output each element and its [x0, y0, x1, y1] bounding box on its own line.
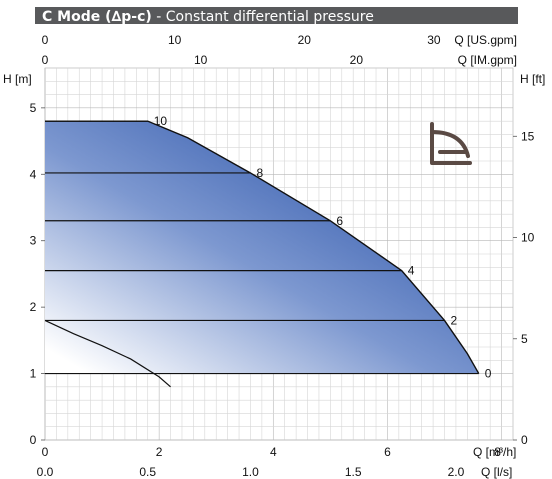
x-us-axis-label: Q [US.gpm]: [454, 33, 517, 47]
x-m3h-tick-label: 6: [384, 445, 391, 459]
x-im-tick-label: 10: [194, 53, 208, 67]
constant-pressure-mode-icon: [430, 122, 472, 165]
chart-title-mode: C Mode (∆p-c): [42, 9, 152, 25]
title-bar: C Mode (∆p-c) - Constant differential pr…: [35, 7, 518, 25]
operating-area-fill: [45, 121, 479, 374]
x-ls-tick-label: 0.5: [139, 465, 156, 479]
y-left-tick-label: 3: [30, 234, 37, 248]
setpoint-label-6: 6: [336, 214, 343, 228]
min-curve: [44, 319, 171, 388]
x-ls-tick-label: 1.5: [345, 465, 362, 479]
y-right-tick-label: 10: [521, 231, 535, 245]
y-left-tick-label: 1: [30, 367, 37, 381]
x-ls-tick-label: 0.0: [37, 465, 54, 479]
x-us-tick-label: 0: [42, 33, 49, 47]
x-im-tick-label: 20: [350, 53, 364, 67]
x-us-tick-label: 10: [168, 33, 182, 47]
x-ls-axis-label: Q [l/s]: [481, 465, 512, 479]
y-right-tick-label: 15: [521, 129, 535, 143]
y-right-tick-label: 0: [521, 433, 528, 447]
max-curve: [45, 120, 480, 374]
setpoint-label-4: 4: [408, 264, 415, 278]
x-m3h-axis-label: Q [m³/h]: [473, 445, 516, 459]
y-right-axis-label: H [ft]: [520, 72, 545, 86]
y-left-tick-label: 4: [30, 167, 37, 181]
x-us-tick-label: 20: [298, 33, 312, 47]
curves: 10 8 6 4 2 0: [44, 114, 492, 388]
y-right-tick-label: 5: [521, 332, 528, 346]
y-left-tick-label: 5: [30, 101, 37, 115]
chart-title-description: - Constant differential pressure: [152, 9, 374, 25]
x-im-axis-label: Q [IM.gpm]: [458, 53, 517, 67]
chart-title: C Mode (∆p-c) - Constant differential pr…: [42, 9, 374, 25]
setpoint-label-0: 0: [485, 367, 492, 381]
setpoint-label-8: 8: [256, 166, 263, 180]
x-m3h-tick-label: 8: [494, 445, 501, 459]
y-left-axis-label: H [m]: [3, 72, 32, 86]
x-us-tick-label: 30: [427, 33, 441, 47]
y-left-tick-label: 2: [30, 300, 37, 314]
x-m3h-tick-label: 2: [156, 445, 163, 459]
x-ls-tick-label: 2.0: [448, 465, 465, 479]
x-m3h-tick-label: 4: [270, 445, 277, 459]
x-m3h-tick-label: 0: [42, 445, 49, 459]
y-left-tick-label: 0: [30, 433, 37, 447]
setpoint-label-10: 10: [154, 114, 168, 128]
setpoint-label-2: 2: [451, 313, 458, 327]
x-im-tick-label: 0: [42, 53, 49, 67]
operating-area: [45, 121, 479, 374]
x-ls-tick-label: 1.0: [242, 465, 259, 479]
title-bar-background: [35, 7, 518, 24]
